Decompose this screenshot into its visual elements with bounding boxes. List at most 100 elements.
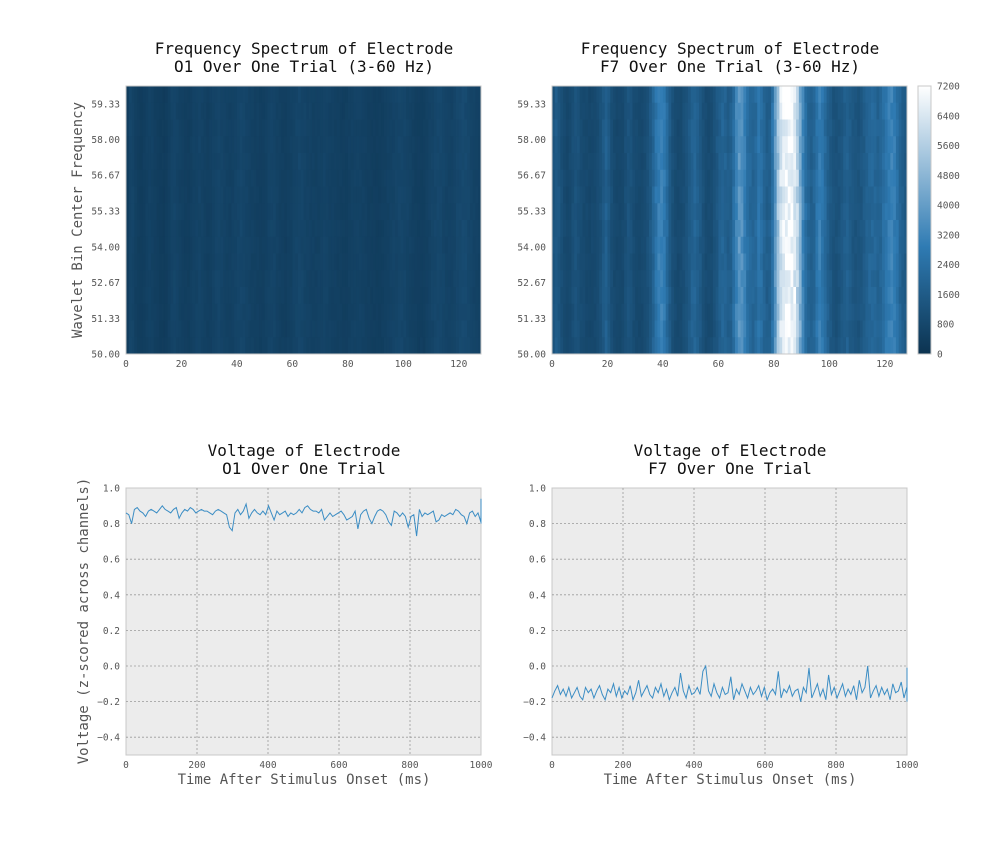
f7-spectrum-cell — [723, 186, 728, 204]
o1-spectrum-cell — [142, 169, 146, 187]
o1-spectrum-cell — [198, 270, 202, 288]
f7-spectrum-cell — [596, 270, 600, 288]
f7-spectrum-cell — [707, 203, 711, 221]
o1-voltage-title-line1: Voltage of Electrode — [208, 441, 401, 460]
o1-spectrum-cell — [217, 303, 221, 321]
f7-spectrum-cell — [629, 253, 633, 271]
o1-spectrum-cell — [425, 169, 429, 187]
o1-spectrum-cell — [239, 169, 243, 187]
o1-spectrum-cell — [417, 303, 421, 321]
o1-spectrum-cell — [173, 136, 177, 154]
o1-spectrum-cell — [375, 253, 379, 271]
o1-spectrum-cell — [270, 220, 274, 238]
o1-spectrum-cell — [350, 270, 354, 288]
f7-spectrum-cell — [568, 186, 572, 204]
o1-spectrum-cell — [383, 153, 388, 171]
f7-spectrum-cell — [890, 320, 894, 338]
f7-spectrum-cell — [882, 102, 886, 120]
o1-spectrum-cell — [162, 186, 166, 204]
f7-spectrum-cell — [568, 153, 572, 171]
f7-spectrum-cell — [624, 337, 628, 355]
o1-spectrum-cell — [261, 119, 266, 137]
o1-spectrum-cell — [187, 270, 191, 288]
o1-spectrum-cell — [458, 253, 462, 271]
f7-spectrum-cell — [643, 86, 647, 104]
o1-spectrum-cell — [467, 136, 471, 154]
f7-spectrum-cell — [552, 119, 556, 137]
f7-spectrum-cell — [687, 203, 692, 221]
f7-spectrum-cell — [718, 337, 722, 355]
o1-spectrum-cell — [134, 270, 138, 288]
f7-spectrum-cell — [843, 270, 847, 288]
o1-spectrum-cell — [336, 287, 340, 305]
f7-spectrum-cell — [629, 220, 633, 238]
o1-spectrum-cell — [345, 270, 349, 288]
o1-spectrum-cell — [392, 203, 396, 221]
f7-spectrum-cell — [665, 119, 669, 137]
o1-spectrum-cell — [292, 287, 296, 305]
o1-spectrum-cell — [192, 136, 196, 154]
o1-spectrum-cell — [408, 270, 413, 288]
o1-spectrum-cell — [297, 220, 302, 238]
o1-spectrum-cell — [139, 236, 144, 254]
f7-spectrum-cell — [552, 303, 556, 321]
o1-spectrum-cell — [142, 153, 146, 171]
o1-spectrum-cell — [248, 136, 252, 154]
o1-spectrum-cell — [228, 86, 232, 104]
o1-spectrum-cell — [159, 270, 163, 288]
o1-spectrum-cell — [217, 136, 221, 154]
o1-spectrum-cell — [311, 320, 315, 338]
o1-spectrum-cell — [284, 203, 288, 221]
o1-spectrum-cell — [375, 236, 379, 254]
o1-spectrum-cell — [192, 270, 196, 288]
f7-spectrum-cell — [809, 119, 814, 137]
f7-spectrum-cell — [571, 220, 575, 238]
o1-spectrum-cell — [150, 337, 155, 355]
o1-spectrum-cell — [311, 153, 315, 171]
o1-spectrum-cell — [417, 119, 421, 137]
f7-spectrum-cell — [762, 253, 766, 271]
o1-spectrum-cell — [281, 220, 285, 238]
o1-spectrum-cell — [284, 337, 288, 355]
f7-spectrum-cell — [604, 253, 608, 271]
o1-spectrum-cell — [425, 320, 429, 338]
f7-spectrum-cell — [690, 102, 694, 120]
o1-spectrum-cell — [320, 320, 324, 338]
o1-spectrum-cell — [292, 153, 296, 171]
o1-spectrum-cell — [353, 236, 357, 254]
f7-spectrum-cell — [643, 220, 647, 238]
f7-spectrum-cell — [613, 86, 617, 104]
f7-spectrum-cell — [635, 303, 639, 321]
f7-spectrum-cell — [568, 220, 572, 238]
o1-spectrum-cell — [431, 287, 435, 305]
f7-spectrum-cell — [793, 186, 797, 204]
f7-voltage-x-tick-label: 200 — [614, 760, 631, 771]
f7-spectrum-cell — [579, 253, 583, 271]
o1-spectrum-cell — [228, 136, 232, 154]
o1-spectrum-cell — [242, 119, 246, 137]
f7-spectrum-cell — [635, 320, 639, 338]
o1-spectrum-cell — [461, 303, 465, 321]
f7-spectrum-cell — [782, 220, 786, 238]
f7-spectrum-cell — [751, 203, 755, 221]
o1-spectrum-cell — [250, 253, 254, 271]
f7-spectrum-cell — [563, 102, 567, 120]
f7-spectrum-cell — [893, 270, 897, 288]
f7-spectrum-cell — [651, 236, 656, 254]
f7-spectrum-cell — [812, 287, 816, 305]
f7-spectrum-cell — [895, 119, 900, 137]
o1-spectrum-cell — [162, 220, 166, 238]
f7-spectrum-cell — [812, 203, 816, 221]
o1-spectrum-cell — [444, 253, 449, 271]
o1-spectrum-cell — [370, 236, 374, 254]
f7-spectrum-cell — [776, 102, 780, 120]
f7-spectrum-cell — [682, 220, 686, 238]
f7-spectrum-cell — [832, 236, 836, 254]
o1-spectrum-cell — [442, 270, 446, 288]
f7-spectrum-cell — [815, 153, 819, 171]
o1-spectrum-cell — [162, 102, 166, 120]
f7-spectrum-cell — [715, 153, 719, 171]
o1-spectrum-cell — [189, 287, 193, 305]
o1-spectrum-cell — [126, 220, 130, 238]
f7-spectrum-cell — [582, 203, 586, 221]
